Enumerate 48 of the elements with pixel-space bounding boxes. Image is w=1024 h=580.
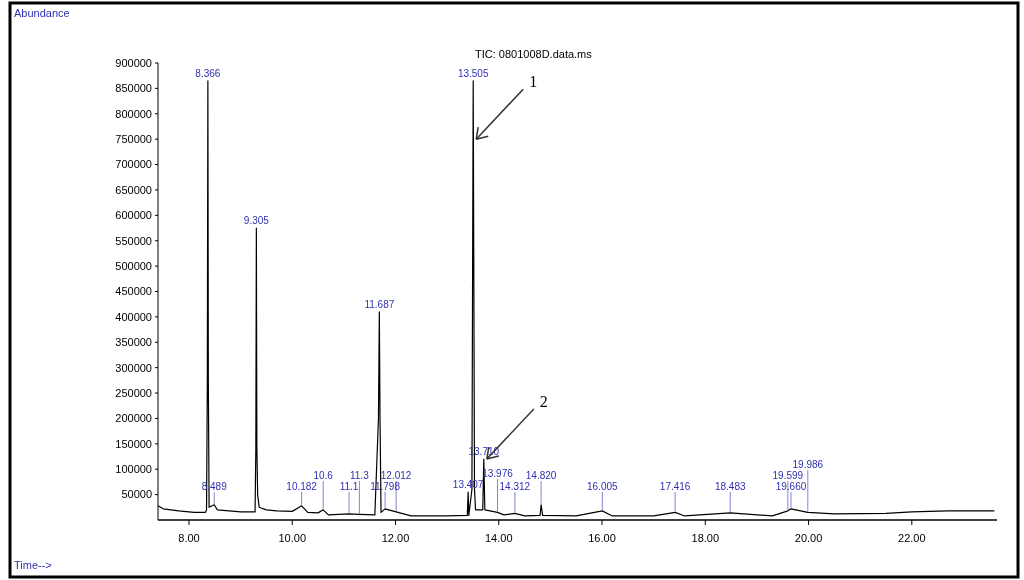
x-tick-label: 20.00 <box>794 532 823 544</box>
x-tick-label: 18.00 <box>691 532 720 544</box>
y-tick-label: 200000 <box>115 412 152 425</box>
y-tick-label: 300000 <box>115 361 152 374</box>
annotation: 14.820 <box>525 470 557 481</box>
annotation: 10.182 <box>286 481 318 492</box>
annotation: 19.660 <box>775 481 807 492</box>
x-tick-label: 22.00 <box>898 532 926 544</box>
annotation: 8.366 <box>195 67 221 79</box>
y-tick-label: 900000 <box>115 56 152 69</box>
y-tick-label: 250000 <box>115 386 152 399</box>
y-tick-label: 750000 <box>115 133 152 146</box>
chart-title: TIC: 0801008D.data.ms <box>475 48 593 60</box>
y-tick-label: 500000 <box>115 259 152 272</box>
y-tick-label: 700000 <box>115 158 152 171</box>
y-tick-label: 50000 <box>121 488 152 501</box>
x-tick-label: 16.00 <box>588 532 616 544</box>
text: Time--> <box>14 559 52 571</box>
y-tick-label: 100000 <box>115 463 152 476</box>
annotation: 9.305 <box>243 215 270 227</box>
x-tick-label: 14.00 <box>485 532 513 544</box>
annotation: 19.599 <box>772 470 804 481</box>
annotation: 13.505 <box>457 67 489 79</box>
annotation: 19.986 <box>792 459 824 470</box>
annotation: 11.3 <box>349 470 370 481</box>
y-tick-label: 600000 <box>115 209 152 222</box>
x-tick-label: 12.00 <box>381 532 410 544</box>
annotation: 16.005 <box>586 481 619 492</box>
x-tick-label: 10.00 <box>278 532 307 544</box>
annotation: 2 <box>539 393 548 411</box>
y-tick-label: 650000 <box>115 183 152 196</box>
y-tick-label: 850000 <box>115 82 152 95</box>
y-tick-label: 150000 <box>115 437 152 450</box>
annotation: 1 <box>529 73 538 91</box>
annotation: 11.687 <box>364 298 395 310</box>
annotation: 10.6 <box>313 470 334 481</box>
annotation: 11.1 <box>339 481 359 492</box>
annotation: 18.483 <box>714 481 746 492</box>
annotation: 14.312 <box>499 481 531 492</box>
y-tick-label: 350000 <box>115 336 152 349</box>
y-tick-label: 450000 <box>115 285 152 298</box>
y-tick-label: 800000 <box>115 107 152 120</box>
text: Abundance <box>14 7 70 19</box>
x-tick-label: 8.00 <box>178 532 200 544</box>
y-tick-label: 400000 <box>115 310 152 323</box>
annotation: 12.012 <box>380 470 412 481</box>
y-tick-label: 550000 <box>115 234 152 247</box>
annotation: 17.416 <box>659 481 691 492</box>
